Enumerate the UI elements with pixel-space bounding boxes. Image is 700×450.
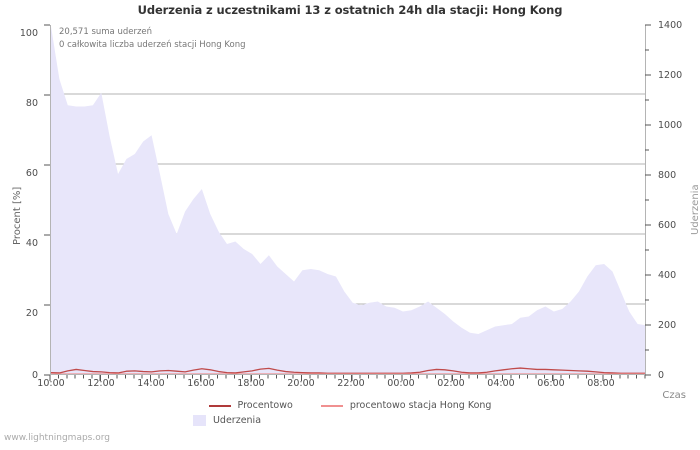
plot-area: 20,571 suma uderzeń 0 całkowita liczba u… bbox=[50, 25, 646, 375]
x-axis-tick-2200: 22:00 bbox=[337, 378, 365, 389]
x-axis-tick-0800: 08:00 bbox=[587, 378, 615, 389]
legend-label-procentowo: Procentowo bbox=[237, 400, 293, 411]
legend-label-uderzenia: Uderzenia bbox=[212, 415, 262, 426]
chart-legend: Procentowo procentowo stacja Hong Kong U… bbox=[0, 398, 700, 428]
legend-item-station[interactable]: procentowo stacja Hong Kong bbox=[320, 400, 492, 411]
page-title: Uderzenia z uczestnikami 13 z ostatnich … bbox=[137, 3, 563, 17]
y-axis-right-tick-600: 600 bbox=[658, 220, 677, 231]
chart-canvas bbox=[51, 26, 645, 374]
y-axis-left-tick-0: 0 bbox=[31, 370, 38, 381]
y-axis-right-tick-1200: 1200 bbox=[658, 70, 683, 81]
x-axis-tick-1000: 10:00 bbox=[37, 378, 65, 389]
y-axis-left-tick-100: 100 bbox=[19, 28, 38, 39]
y-axis-left-tick-80: 80 bbox=[25, 98, 38, 109]
x-axis-tick-1200: 12:00 bbox=[87, 378, 115, 389]
y-axis-left-tick-20: 20 bbox=[25, 308, 38, 319]
y-axis-right-title: Uderzenia bbox=[690, 184, 700, 235]
x-axis-tick-1600: 16:00 bbox=[187, 378, 215, 389]
x-axis-tick-2000: 20:00 bbox=[287, 378, 315, 389]
x-axis-tick-0400: 04:00 bbox=[487, 378, 515, 389]
y-axis-left-title: Procent [%] bbox=[12, 186, 23, 245]
y-axis-left-tick-60: 60 bbox=[25, 168, 38, 179]
legend-swatch-line-station bbox=[320, 404, 343, 407]
legend-label-station: procentowo stacja Hong Kong bbox=[349, 400, 492, 411]
x-axis-tick-0600: 06:00 bbox=[537, 378, 565, 389]
x-axis-tick-0200: 02:00 bbox=[437, 378, 465, 389]
y-axis-right-tick-400: 400 bbox=[658, 270, 677, 281]
x-axis-tick-1800: 18:00 bbox=[237, 378, 265, 389]
y-axis-right-tick-200: 200 bbox=[658, 320, 677, 331]
x-axis-tick-0000: 00:00 bbox=[387, 378, 415, 389]
y-axis-left-tick-40: 40 bbox=[25, 238, 38, 249]
y-axis-right-tick-0: 0 bbox=[658, 370, 665, 381]
legend-item-procentowo[interactable]: Procentowo bbox=[208, 400, 293, 411]
legend-swatch-area-uderzenia bbox=[192, 415, 206, 426]
y-axis-right-tick-1000: 1000 bbox=[658, 120, 683, 131]
y-axis-right-tick-800: 800 bbox=[658, 170, 677, 181]
y-axis-right-tick-1400: 1400 bbox=[658, 20, 683, 31]
x-axis-tick-1400: 14:00 bbox=[137, 378, 165, 389]
x-axis-title: Czas bbox=[662, 390, 686, 401]
legend-item-uderzenia[interactable]: Uderzenia bbox=[192, 415, 262, 426]
watermark: www.lightningmaps.org bbox=[4, 433, 110, 443]
legend-swatch-line-procentowo bbox=[208, 404, 231, 407]
